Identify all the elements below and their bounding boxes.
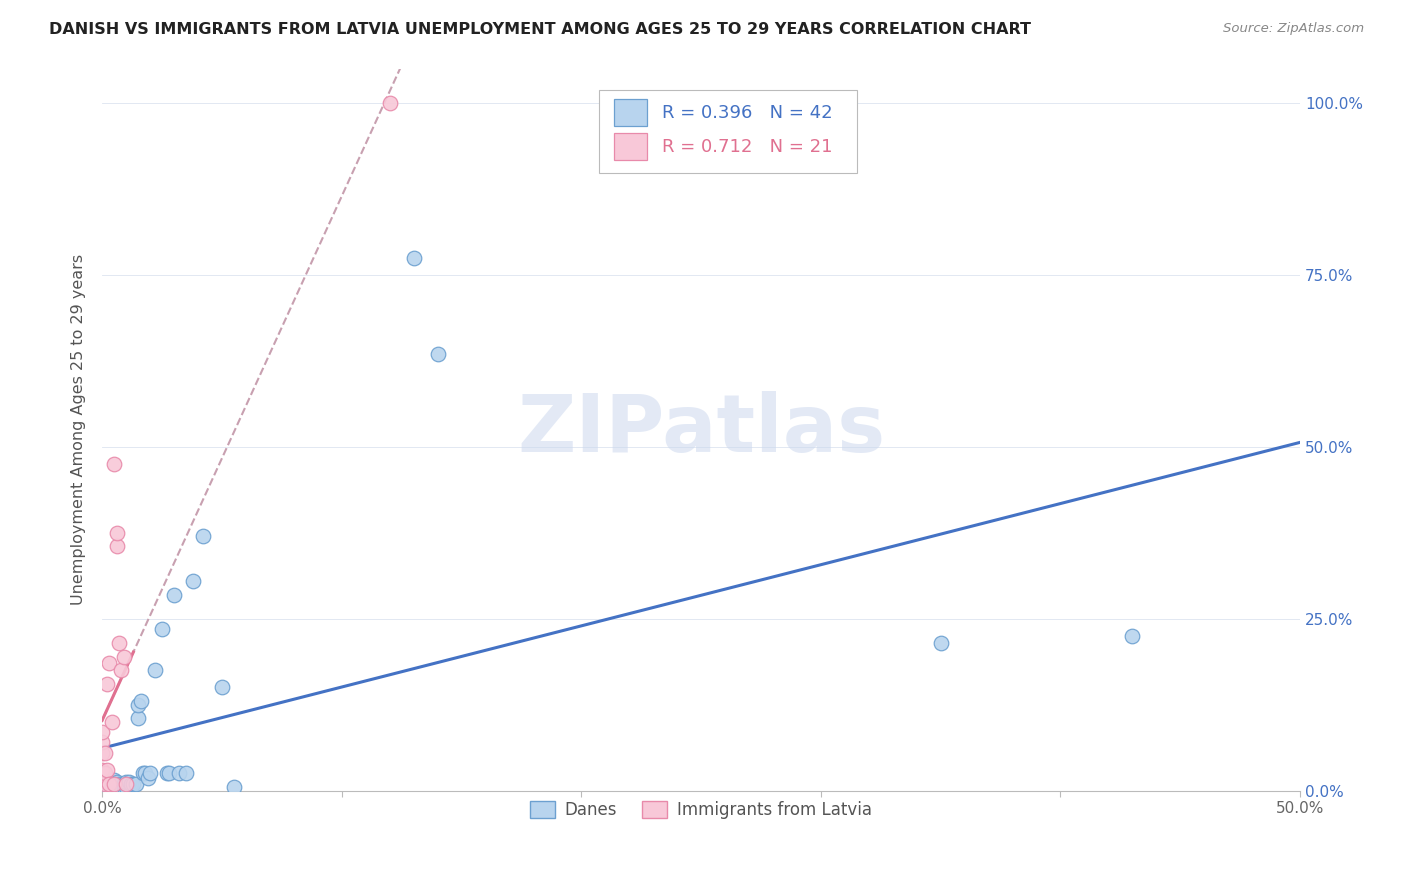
Point xyxy=(103,457,125,471)
Point xyxy=(174,766,197,780)
Point xyxy=(101,778,124,792)
Point xyxy=(96,763,118,777)
Point xyxy=(115,775,138,789)
Point xyxy=(929,636,952,650)
Point xyxy=(101,714,124,729)
Bar xyxy=(613,133,647,161)
Point xyxy=(139,766,162,780)
Point xyxy=(157,766,180,780)
Point xyxy=(103,777,125,791)
Y-axis label: Unemployment Among Ages 25 to 29 years: Unemployment Among Ages 25 to 29 years xyxy=(72,254,86,605)
Point xyxy=(105,780,128,794)
Text: R = 0.396   N = 42: R = 0.396 N = 42 xyxy=(662,103,832,121)
Point xyxy=(136,771,159,785)
Point xyxy=(96,777,118,791)
Point xyxy=(91,763,114,777)
Point xyxy=(93,778,115,792)
Point xyxy=(91,725,114,739)
Point xyxy=(91,735,114,749)
Point xyxy=(132,766,155,780)
Point xyxy=(108,777,131,791)
Point xyxy=(181,574,204,588)
Point xyxy=(103,780,125,794)
Point xyxy=(122,777,145,791)
Point xyxy=(112,780,135,794)
Point xyxy=(96,677,118,691)
Point xyxy=(105,775,128,789)
Point xyxy=(98,777,121,791)
Point xyxy=(156,766,179,780)
Point xyxy=(163,588,186,602)
Point xyxy=(120,777,142,791)
Point xyxy=(112,777,135,791)
Point xyxy=(211,681,233,695)
Point xyxy=(1121,629,1143,643)
Point xyxy=(115,777,138,791)
Text: ZIPatlas: ZIPatlas xyxy=(517,391,886,468)
Point xyxy=(108,636,131,650)
Point xyxy=(150,622,173,636)
Point xyxy=(402,251,425,265)
Legend: Danes, Immigrants from Latvia: Danes, Immigrants from Latvia xyxy=(523,794,879,826)
Point xyxy=(378,95,401,110)
Text: R = 0.712   N = 21: R = 0.712 N = 21 xyxy=(662,137,832,155)
Point xyxy=(127,711,149,725)
FancyBboxPatch shape xyxy=(599,90,856,173)
Point xyxy=(112,649,135,664)
Text: Source: ZipAtlas.com: Source: ZipAtlas.com xyxy=(1223,22,1364,36)
Point xyxy=(98,657,121,671)
Point xyxy=(105,525,128,540)
Point xyxy=(105,540,128,554)
Point xyxy=(91,746,114,760)
Point xyxy=(134,766,156,780)
Point xyxy=(191,529,214,543)
Point xyxy=(125,777,148,791)
Point xyxy=(103,773,125,788)
Point xyxy=(93,766,115,780)
Point xyxy=(110,663,132,677)
Bar xyxy=(613,99,647,127)
Point xyxy=(143,663,166,677)
Point xyxy=(108,780,131,794)
Point xyxy=(167,766,190,780)
Point xyxy=(222,780,245,794)
Point xyxy=(115,780,138,794)
Point xyxy=(127,698,149,712)
Point xyxy=(117,775,139,789)
Point xyxy=(129,694,152,708)
Point xyxy=(91,780,114,794)
Point xyxy=(110,780,132,794)
Point xyxy=(426,347,449,361)
Point xyxy=(98,777,121,791)
Point xyxy=(93,777,115,791)
Point xyxy=(93,746,115,760)
Text: DANISH VS IMMIGRANTS FROM LATVIA UNEMPLOYMENT AMONG AGES 25 TO 29 YEARS CORRELAT: DANISH VS IMMIGRANTS FROM LATVIA UNEMPLO… xyxy=(49,22,1031,37)
